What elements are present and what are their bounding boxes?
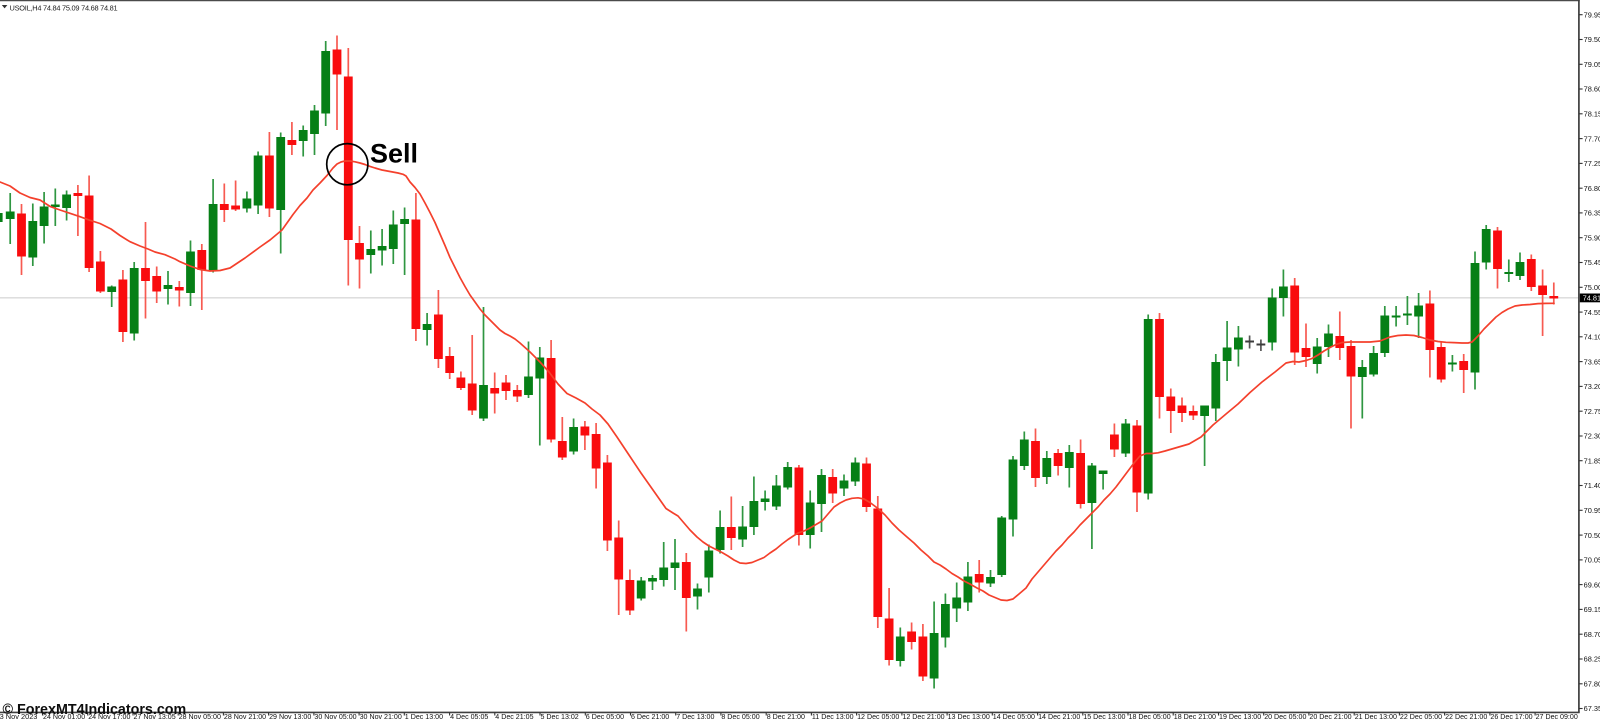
svg-text:73.20: 73.20 [1584,382,1600,391]
svg-text:18 Dec 05:00: 18 Dec 05:00 [1129,713,1171,720]
svg-text:14 Dec 21:00: 14 Dec 21:00 [1038,713,1080,720]
svg-text:28 Nov 05:00: 28 Nov 05:00 [179,713,221,720]
svg-text:18 Dec 21:00: 18 Dec 21:00 [1174,713,1216,720]
svg-text:22 Dec 05:00: 22 Dec 05:00 [1400,713,1442,720]
svg-text:76.80: 76.80 [1584,184,1600,193]
svg-text:Sell: Sell [370,139,418,169]
svg-text:74.81: 74.81 [1583,294,1600,303]
svg-text:19 Dec 13:00: 19 Dec 13:00 [1219,713,1261,720]
svg-text:12 Dec 21:00: 12 Dec 21:00 [902,713,944,720]
svg-text:68.25: 68.25 [1584,655,1600,664]
svg-text:71.40: 71.40 [1584,481,1600,490]
svg-text:8 Dec 21:00: 8 Dec 21:00 [767,713,805,720]
svg-text:75.45: 75.45 [1584,258,1600,267]
svg-text:74.55: 74.55 [1584,308,1600,317]
svg-text:5 Dec 13:02: 5 Dec 13:02 [541,713,579,720]
svg-text:69.60: 69.60 [1584,580,1600,589]
svg-text:20 Dec 05:00: 20 Dec 05:00 [1264,713,1306,720]
svg-text:23 Nov 2023: 23 Nov 2023 [0,712,37,720]
svg-text:30 Nov 21:00: 30 Nov 21:00 [360,713,402,720]
svg-text:21 Dec 13:00: 21 Dec 13:00 [1355,713,1397,720]
svg-text:77.25: 77.25 [1584,159,1600,168]
svg-text:26 Dec 17:00: 26 Dec 17:00 [1490,713,1532,720]
svg-text:68.70: 68.70 [1584,630,1600,639]
svg-text:72.30: 72.30 [1584,432,1600,441]
svg-text:74.10: 74.10 [1584,333,1600,342]
svg-text:70.50: 70.50 [1584,531,1600,540]
svg-text:78.15: 78.15 [1584,110,1600,119]
svg-text:11 Dec 13:00: 11 Dec 13:00 [812,713,854,720]
svg-text:© ForexMT4Indicators.com: © ForexMT4Indicators.com [3,702,187,718]
svg-text:7 Dec 13:00: 7 Dec 13:00 [676,713,714,720]
svg-text:77.70: 77.70 [1584,134,1600,143]
svg-text:67.35: 67.35 [1584,704,1600,713]
svg-text:6 Dec 21:00: 6 Dec 21:00 [631,713,669,720]
svg-text:13 Dec 13:00: 13 Dec 13:00 [948,713,990,720]
svg-text:27 Nov 13:05: 27 Nov 13:05 [134,713,176,720]
svg-text:24 Nov 17:00: 24 Nov 17:00 [88,713,130,720]
svg-text:28 Nov 21:00: 28 Nov 21:00 [224,713,266,720]
svg-text:14 Dec 05:00: 14 Dec 05:00 [993,713,1035,720]
svg-text:4 Dec 05:05: 4 Dec 05:05 [450,713,488,720]
svg-text:79.95: 79.95 [1584,10,1600,19]
svg-text:67.80: 67.80 [1584,680,1600,689]
svg-text:15 Dec 13:00: 15 Dec 13:00 [1083,713,1125,720]
svg-text:72.75: 72.75 [1584,407,1600,416]
svg-text:76.35: 76.35 [1584,209,1600,218]
svg-text:29 Nov 13:00: 29 Nov 13:00 [269,713,311,720]
svg-text:24 Nov 01:00: 24 Nov 01:00 [43,713,85,720]
svg-text:75.00: 75.00 [1584,283,1600,292]
svg-text:8 Dec 05:00: 8 Dec 05:00 [721,713,759,720]
svg-text:6 Dec 05:00: 6 Dec 05:00 [586,713,624,720]
svg-text:27 Dec 09:00: 27 Dec 09:00 [1536,713,1578,720]
svg-text:79.50: 79.50 [1584,35,1600,44]
svg-text:20 Dec 21:00: 20 Dec 21:00 [1309,713,1351,720]
svg-text:78.60: 78.60 [1584,85,1600,94]
svg-text:22 Dec 21:00: 22 Dec 21:00 [1445,713,1487,720]
svg-text:30 Nov 05:00: 30 Nov 05:00 [314,713,356,720]
svg-text:4 Dec 21:05: 4 Dec 21:05 [495,713,533,720]
svg-text:1 Dec 13:00: 1 Dec 13:00 [405,713,443,720]
svg-text:73.65: 73.65 [1584,357,1600,366]
svg-text:12 Dec 05:00: 12 Dec 05:00 [857,713,899,720]
svg-text:75.90: 75.90 [1584,233,1600,242]
svg-text:71.85: 71.85 [1584,456,1600,465]
svg-text:70.05: 70.05 [1584,556,1600,565]
svg-text:USOIL,H4 74.84 75.09 74.68 74: USOIL,H4 74.84 75.09 74.68 74.81 [10,3,118,12]
svg-text:70.95: 70.95 [1584,506,1600,515]
svg-text:69.15: 69.15 [1584,605,1600,614]
svg-text:79.05: 79.05 [1584,60,1600,69]
